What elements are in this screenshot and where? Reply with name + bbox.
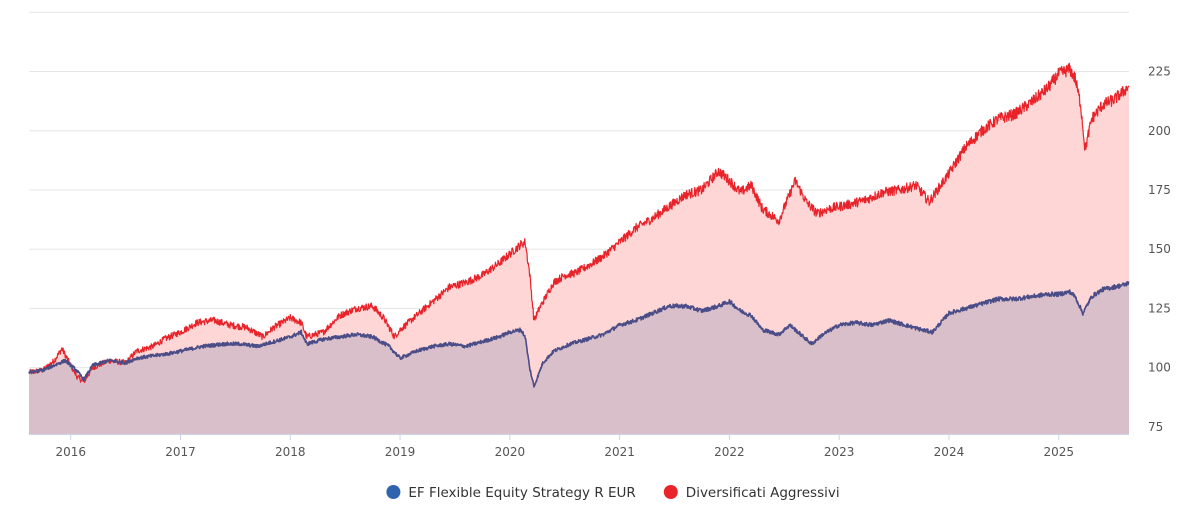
series-area-ef-flexible-equity-strategy-r-eur bbox=[29, 281, 1129, 434]
series-line-diversificati-aggressivi[interactable] bbox=[28, 62, 1130, 384]
x-tick-label-2016: 2016 bbox=[55, 445, 86, 459]
x-tick-label-2017: 2017 bbox=[165, 445, 196, 459]
y-tick-label-175: 175 bbox=[1148, 183, 1171, 197]
y-tick-label-200: 200 bbox=[1148, 124, 1171, 138]
y-axis-tick-labels: 75 100 125 150 175 200 225 bbox=[1148, 65, 1171, 434]
legend-label-ef-flexible-equity-strategy-r-eur: EF Flexible Equity Strategy R EUR bbox=[408, 485, 635, 501]
legend-item-ef-flexible-equity-strategy-r-eur[interactable]: EF Flexible Equity Strategy R EUR bbox=[386, 485, 636, 501]
x-tick-label-2023: 2023 bbox=[824, 445, 855, 459]
series-line-ef-flexible-equity-strategy-r-eur[interactable] bbox=[28, 280, 1130, 388]
series-areas bbox=[29, 63, 1129, 434]
x-tick-label-2024: 2024 bbox=[934, 445, 965, 459]
y-tick-label-225: 225 bbox=[1148, 65, 1171, 79]
x-tick-label-2019: 2019 bbox=[385, 445, 416, 459]
y-tick-label-150: 150 bbox=[1148, 242, 1171, 256]
x-tick-label-2020: 2020 bbox=[495, 445, 526, 459]
legend-item-diversificati-aggressivi[interactable]: Diversificati Aggressivi bbox=[663, 485, 840, 501]
x-tick-label-2021: 2021 bbox=[604, 445, 635, 459]
y-tick-label-125: 125 bbox=[1148, 301, 1171, 315]
x-tick-label-2018: 2018 bbox=[275, 445, 306, 459]
legend-label-diversificati-aggressivi: Diversificati Aggressivi bbox=[686, 485, 840, 501]
x-axis-tick-labels: 2016 2017 2018 2019 2020 2021 2022 2023 2024 2025 bbox=[55, 445, 1074, 459]
legend[interactable]: EF Flexible Equity Strategy R EUR Diversi… bbox=[386, 485, 840, 501]
series-lines[interactable] bbox=[28, 62, 1130, 388]
y-tick-label-100: 100 bbox=[1148, 361, 1171, 375]
legend-marker-diversificati-aggressivi bbox=[663, 485, 678, 499]
x-tick-label-2022: 2022 bbox=[714, 445, 745, 459]
y-tick-label-75: 75 bbox=[1148, 420, 1163, 434]
axes bbox=[29, 434, 1129, 440]
legend-marker-ef-flexible-equity-strategy-r-eur bbox=[386, 485, 401, 499]
x-tick-label-2025: 2025 bbox=[1043, 445, 1074, 459]
